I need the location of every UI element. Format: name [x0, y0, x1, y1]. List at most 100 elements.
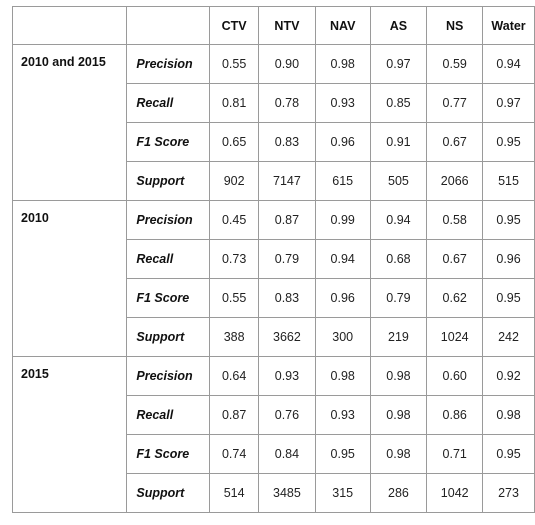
value-cell: 0.64 — [209, 356, 260, 396]
value-cell: 0.94 — [369, 200, 428, 240]
value-cell: 0.96 — [482, 239, 535, 279]
metric-label: Precision — [126, 44, 211, 84]
column-header-ntv: NTV — [258, 6, 316, 45]
metric-label: Support — [126, 317, 211, 357]
value-cell: 0.83 — [258, 278, 316, 318]
table-row: F1 Score 0.65 0.83 0.96 0.91 0.67 0.95 — [13, 122, 535, 162]
value-cell: 0.98 — [369, 356, 428, 396]
value-cell: 0.98 — [314, 44, 371, 84]
value-cell: 219 — [369, 317, 428, 357]
value-cell: 300 — [314, 317, 371, 357]
value-cell: 1042 — [426, 473, 484, 513]
value-cell: 0.81 — [209, 83, 260, 123]
value-cell: 0.95 — [482, 200, 535, 240]
value-cell: 0.94 — [482, 44, 535, 84]
value-cell: 0.93 — [314, 395, 371, 435]
value-cell: 0.93 — [258, 356, 316, 396]
metrics-table: CTV NTV NAV AS NS Water 2010 and 2015 Pre… — [11, 6, 535, 513]
value-cell: 0.90 — [258, 44, 316, 84]
group-label: 2015 — [11, 356, 128, 513]
metric-label: Support — [126, 161, 211, 201]
value-cell: 242 — [482, 317, 535, 357]
metric-label: Support — [126, 473, 211, 513]
table-row: Recall 0.73 0.79 0.94 0.68 0.67 0.96 — [13, 239, 535, 279]
value-cell: 0.79 — [258, 239, 316, 279]
value-cell: 0.60 — [426, 356, 484, 396]
value-cell: 0.98 — [482, 395, 535, 435]
value-cell: 7147 — [258, 161, 316, 201]
value-cell: 0.95 — [482, 278, 535, 318]
table-row: Recall 0.81 0.78 0.93 0.85 0.77 0.97 — [13, 83, 535, 123]
value-cell: 0.76 — [258, 395, 316, 435]
metric-label: F1 Score — [126, 434, 211, 474]
group-label: 2010 and 2015 — [11, 44, 128, 201]
group-label: 2010 — [11, 200, 128, 357]
metric-label: Precision — [126, 356, 211, 396]
value-cell: 0.67 — [426, 122, 484, 162]
value-cell: 0.78 — [258, 83, 316, 123]
value-cell: 0.73 — [209, 239, 260, 279]
value-cell: 0.93 — [314, 83, 371, 123]
value-cell: 0.87 — [258, 200, 316, 240]
value-cell: 2066 — [426, 161, 484, 201]
table-row: Support 514 3485 315 286 1042 273 — [13, 473, 535, 513]
value-cell: 3662 — [258, 317, 316, 357]
value-cell: 0.97 — [482, 83, 535, 123]
value-cell: 0.71 — [426, 434, 484, 474]
value-cell: 0.86 — [426, 395, 484, 435]
value-cell: 315 — [314, 473, 371, 513]
value-cell: 0.59 — [426, 44, 484, 84]
value-cell: 0.77 — [426, 83, 484, 123]
table-row: F1 Score 0.74 0.84 0.95 0.98 0.71 0.95 — [13, 434, 535, 474]
value-cell: 1024 — [426, 317, 484, 357]
column-header-ns: NS — [426, 6, 484, 45]
value-cell: 0.95 — [482, 434, 535, 474]
value-cell: 0.98 — [369, 434, 428, 474]
column-header-water: Water — [482, 6, 535, 45]
value-cell: 0.55 — [209, 44, 260, 84]
table-row: 2010 Precision 0.45 0.87 0.99 0.94 0.58 0.95 — [11, 200, 535, 357]
header-row: CTV NTV NAV AS NS Water — [11, 6, 535, 45]
value-cell: 514 — [209, 473, 260, 513]
value-cell: 0.87 — [209, 395, 260, 435]
value-cell: 0.58 — [426, 200, 484, 240]
table-row: Recall 0.87 0.76 0.93 0.98 0.86 0.98 — [13, 395, 535, 435]
header-empty-cell — [11, 6, 128, 45]
column-header-nav: NAV — [314, 6, 371, 45]
metric-label: Recall — [126, 83, 211, 123]
metric-label: F1 Score — [126, 278, 211, 318]
value-cell: 0.55 — [209, 278, 260, 318]
metric-label: Precision — [126, 200, 211, 240]
value-cell: 0.65 — [209, 122, 260, 162]
value-cell: 0.95 — [482, 122, 535, 162]
header-empty-cell — [126, 6, 211, 45]
metric-label: F1 Score — [126, 122, 211, 162]
value-cell: 286 — [369, 473, 428, 513]
value-cell: 0.45 — [209, 200, 260, 240]
value-cell: 0.98 — [314, 356, 371, 396]
value-cell: 0.98 — [369, 395, 428, 435]
value-cell: 0.94 — [314, 239, 371, 279]
table-row: F1 Score 0.55 0.83 0.96 0.79 0.62 0.95 — [13, 278, 535, 318]
value-cell: 0.97 — [369, 44, 428, 84]
value-cell: 0.91 — [369, 122, 428, 162]
value-cell: 0.85 — [369, 83, 428, 123]
value-cell: 0.99 — [314, 200, 371, 240]
metric-label: Recall — [126, 395, 211, 435]
value-cell: 388 — [209, 317, 260, 357]
table-row: Support 388 3662 300 219 1024 242 — [13, 317, 535, 357]
value-cell: 515 — [482, 161, 535, 201]
table-row: Support 902 7147 615 505 2066 515 — [13, 161, 535, 201]
value-cell: 505 — [369, 161, 428, 201]
value-cell: 0.79 — [369, 278, 428, 318]
value-cell: 0.84 — [258, 434, 316, 474]
value-cell: 0.96 — [314, 122, 371, 162]
value-cell: 615 — [314, 161, 371, 201]
value-cell: 0.83 — [258, 122, 316, 162]
value-cell: 3485 — [258, 473, 316, 513]
column-header-as: AS — [369, 6, 428, 45]
value-cell: 0.95 — [314, 434, 371, 474]
column-header-ctv: CTV — [209, 6, 260, 45]
value-cell: 0.68 — [369, 239, 428, 279]
table-row: 2010 and 2015 Precision 0.55 0.90 0.98 0.97 0.… — [11, 44, 535, 201]
